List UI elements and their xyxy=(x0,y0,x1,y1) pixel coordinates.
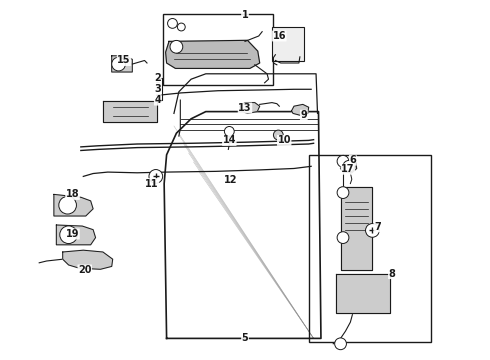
Text: 2: 2 xyxy=(154,73,161,84)
Text: 4: 4 xyxy=(154,95,161,105)
Circle shape xyxy=(273,130,283,140)
Circle shape xyxy=(60,226,77,243)
Text: 8: 8 xyxy=(389,269,395,279)
Polygon shape xyxy=(336,274,390,313)
Text: 9: 9 xyxy=(300,110,307,120)
Circle shape xyxy=(177,23,185,31)
Circle shape xyxy=(337,156,349,167)
Text: 11: 11 xyxy=(145,179,159,189)
Polygon shape xyxy=(103,101,157,122)
Text: 3: 3 xyxy=(154,84,161,94)
Polygon shape xyxy=(54,194,93,216)
Text: 19: 19 xyxy=(66,229,79,239)
Circle shape xyxy=(224,126,234,136)
Polygon shape xyxy=(166,40,260,68)
Text: 18: 18 xyxy=(66,189,79,199)
Circle shape xyxy=(343,161,355,172)
Circle shape xyxy=(337,232,349,243)
Circle shape xyxy=(335,338,346,350)
Circle shape xyxy=(149,170,163,183)
Circle shape xyxy=(337,187,349,198)
Bar xyxy=(163,14,273,85)
Polygon shape xyxy=(240,103,260,113)
Text: 17: 17 xyxy=(341,164,355,174)
Polygon shape xyxy=(292,104,309,115)
Bar xyxy=(272,27,304,61)
Polygon shape xyxy=(112,56,132,72)
Circle shape xyxy=(170,40,183,53)
Polygon shape xyxy=(63,250,113,269)
Circle shape xyxy=(168,18,177,28)
Text: 13: 13 xyxy=(238,103,252,113)
Bar xyxy=(309,155,431,342)
Text: 16: 16 xyxy=(272,31,286,41)
Text: 14: 14 xyxy=(222,135,236,145)
Text: 15: 15 xyxy=(117,55,131,66)
Text: 1: 1 xyxy=(242,10,248,20)
Polygon shape xyxy=(56,225,96,245)
Circle shape xyxy=(112,57,125,71)
Polygon shape xyxy=(341,187,372,270)
Polygon shape xyxy=(341,160,357,173)
Text: 12: 12 xyxy=(223,175,237,185)
Text: 20: 20 xyxy=(78,265,92,275)
Text: 5: 5 xyxy=(242,333,248,343)
Text: 6: 6 xyxy=(349,155,356,165)
Text: 7: 7 xyxy=(374,222,381,232)
Circle shape xyxy=(366,224,379,237)
Circle shape xyxy=(59,197,76,214)
Text: 10: 10 xyxy=(277,135,291,145)
